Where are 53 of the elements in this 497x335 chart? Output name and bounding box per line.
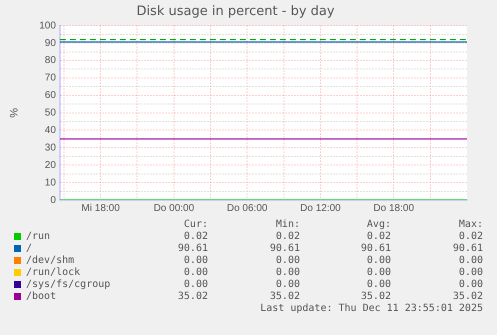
y-tick-label: 10 — [44, 177, 56, 188]
y-tick-label: 80 — [44, 55, 56, 66]
text: Last update: Thu Dec 11 23:55:01 2025 — [259, 303, 484, 315]
text: 0.00 — [366, 267, 391, 279]
text: 0.00 — [366, 279, 391, 291]
x-tick-label: Do 00:00 — [154, 202, 195, 214]
y-tick-label: 70 — [44, 72, 56, 84]
legend-label: / — [26, 243, 32, 255]
y-axis-title: % — [8, 108, 21, 118]
text: 0.02 — [274, 231, 300, 243]
text: 35.02 — [268, 291, 300, 303]
x-tick-label: Do 06:00 — [226, 202, 268, 214]
y-tick-label: 90 — [44, 38, 56, 49]
text: 0.00 — [182, 279, 208, 291]
y-tick-label: 100 — [39, 20, 56, 32]
legend-label: /run — [26, 231, 50, 243]
text: 90.61 — [268, 243, 300, 255]
legend-label: /dev/shm — [26, 255, 74, 267]
x-tick-label: Mi 18:00 — [81, 202, 120, 214]
text: 0.00 — [274, 255, 300, 267]
y-tick-label: 40 — [44, 124, 56, 136]
y-tick-label: 50 — [44, 108, 56, 119]
y-tick-label: 0 — [50, 194, 56, 206]
text: 0.02 — [366, 231, 391, 243]
y-tick-label: 20 — [44, 160, 56, 171]
text: 35.02 — [452, 291, 483, 303]
text: 90.61 — [360, 243, 391, 255]
chart-title: Disk usage in percent - by day — [136, 4, 335, 20]
x-tick-label: Do 12:00 — [300, 202, 342, 214]
legend-label: /boot — [26, 291, 56, 303]
text: 0.02 — [182, 231, 208, 243]
text: 0.00 — [182, 255, 208, 267]
text: 0.00 — [274, 267, 300, 279]
text: 0.00 — [458, 279, 483, 291]
text: 0.00 — [366, 255, 391, 267]
text: Min: — [274, 219, 300, 231]
text: 35.02 — [360, 291, 391, 303]
text: Max: — [458, 219, 483, 231]
x-tick-label: Do 18:00 — [373, 202, 414, 214]
text: 0.02 — [458, 231, 483, 243]
text: 0.00 — [458, 267, 483, 279]
legend-label: /run/lock — [26, 267, 80, 279]
text: 0.00 — [458, 255, 483, 267]
text: 35.02 — [176, 291, 208, 303]
text: 0.00 — [274, 279, 300, 291]
text: Avg: — [366, 219, 391, 231]
text: 90.61 — [452, 243, 483, 255]
text: 0.00 — [182, 267, 208, 279]
y-tick-label: 30 — [44, 142, 56, 154]
legend-label: /sys/fs/cgroup — [26, 279, 110, 291]
text: 90.61 — [176, 243, 208, 255]
y-tick-label: 60 — [44, 90, 56, 102]
text: Cur: — [182, 219, 208, 231]
